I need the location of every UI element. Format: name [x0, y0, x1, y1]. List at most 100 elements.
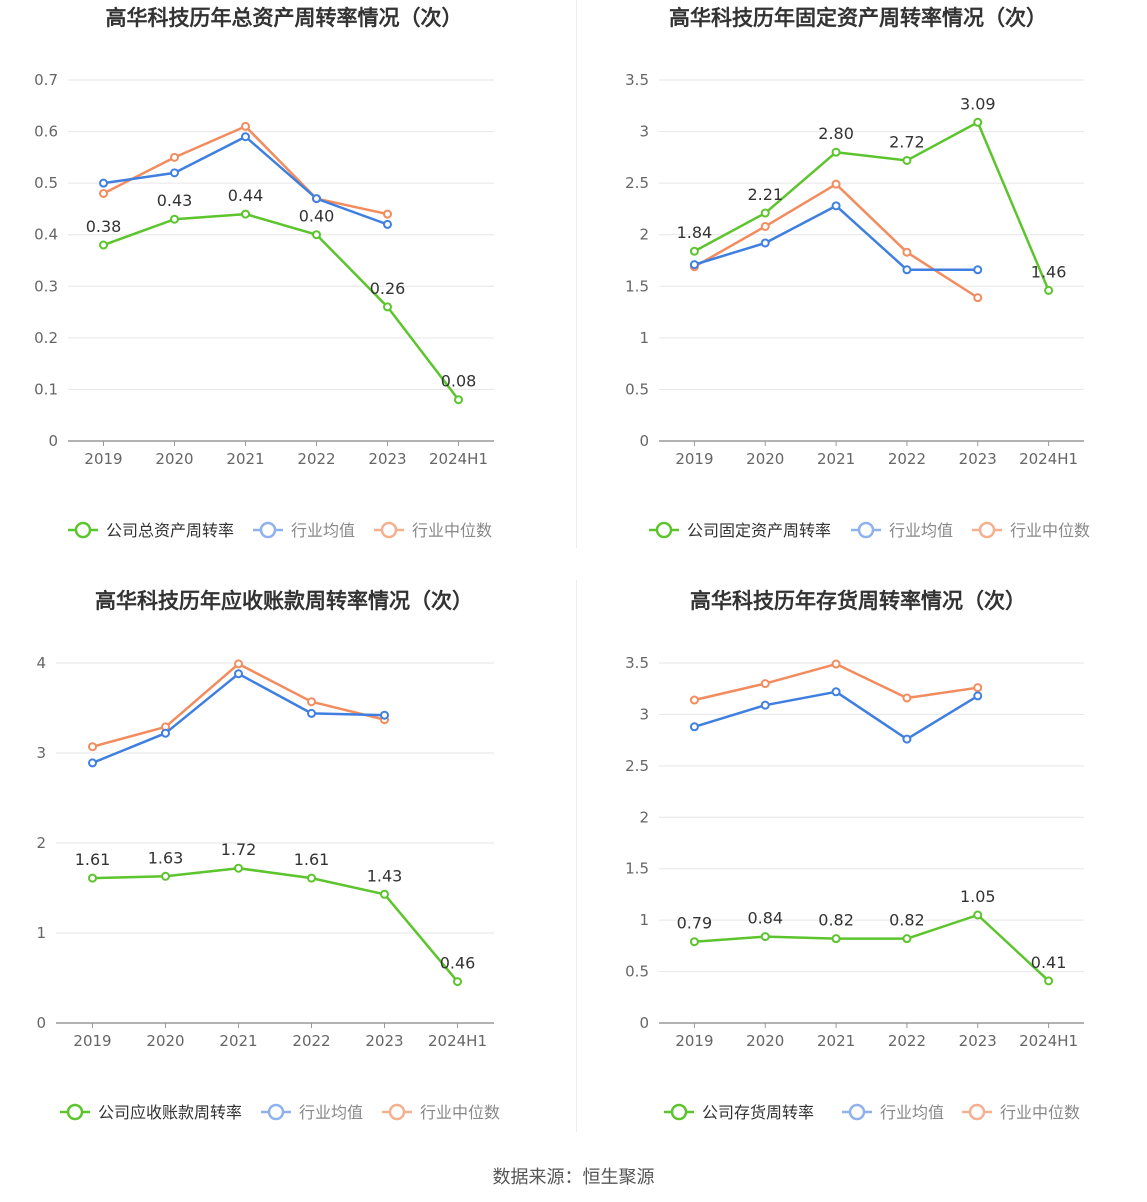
series-line-median [693, 182, 979, 299]
legend-marker [380, 521, 398, 539]
y-tick-label: 2 [639, 226, 649, 244]
data-point-company [973, 117, 983, 127]
y-tick-label: 0 [639, 432, 649, 450]
chart-svg: 高华科技历年应收账款周转率情况（次） 0 1 2 3 4 2019 2020 2021 2022 2… [36, 589, 500, 1122]
data-label: 0.44 [228, 186, 264, 205]
data-point-avg [312, 194, 321, 204]
y-tick-label: 0.7 [34, 71, 58, 89]
chart-svg: 高华科技历年总资产周转率情况（次） 0 0.1 0.2 0.3 0.4 0.5 0.6 0.7 2… [34, 6, 494, 540]
y-tick-label: 2 [639, 808, 649, 826]
chart-panel-fixed-asset-turnover: 高华科技历年固定资产周转率情况（次） 0 0.5 1 1.5 2 2.5 3 3.5 2019 20… [577, 0, 1147, 560]
y-tick-label: 0.3 [34, 277, 58, 295]
x-tick-label: 2020 [746, 1032, 784, 1050]
data-label: 0.79 [677, 914, 713, 933]
x-tick-label: 2024H1 [429, 450, 488, 468]
legend-item-median: 行业中位数 [374, 521, 492, 540]
y-tick-label: 0 [48, 432, 58, 450]
x-tick-label: 2024H1 [428, 1032, 487, 1050]
y-tick-label: 3 [639, 123, 649, 141]
data-point-avg [88, 758, 97, 768]
legend-marker [259, 521, 277, 539]
data-point-median [99, 188, 108, 198]
data-point-median [760, 221, 770, 231]
y-tick-label: 2.5 [625, 174, 649, 192]
data-point-avg [831, 201, 841, 211]
legend-item-company: 公司应收账款周转率 [60, 1103, 242, 1122]
legend-label: 公司固定资产周转率 [687, 521, 831, 540]
data-point-company [383, 302, 392, 312]
data-source-note: 数据来源：恒生聚源 [492, 1167, 655, 1188]
data-label: 0.46 [440, 954, 476, 973]
chart-panel-receivables-turnover: 高华科技历年应收账款周转率情况（次） 0 1 2 3 4 2019 2020 2021 2022 2… [0, 582, 576, 1142]
data-label: 0.82 [818, 911, 854, 930]
legend-item-avg: 行业均值 [261, 1103, 363, 1122]
data-point-median [170, 152, 179, 162]
data-point-avg [307, 708, 316, 718]
chart-title: 高华科技历年存货周转率情况（次） [690, 589, 1026, 613]
data-label: 1.46 [1031, 262, 1067, 281]
legend-label: 行业中位数 [1000, 1103, 1080, 1122]
data-point-company [1044, 285, 1054, 295]
data-point-company [454, 395, 463, 405]
data-point-median [234, 659, 243, 669]
data-point-company [170, 214, 179, 224]
legend-item-company: 公司存货周转率 [664, 1103, 814, 1122]
data-point-company [760, 932, 770, 942]
legend-marker [857, 521, 875, 539]
data-point-company [1044, 976, 1054, 986]
legend-label: 行业均值 [299, 1103, 363, 1122]
data-point-avg [760, 238, 770, 248]
x-tick-label: 2022 [292, 1032, 330, 1050]
chart-title: 高华科技历年总资产周转率情况（次） [106, 6, 463, 30]
x-tick-label: 2023 [365, 1032, 403, 1050]
data-label: 2.72 [889, 132, 925, 151]
legend-item-median: 行业中位数 [962, 1103, 1080, 1122]
y-tick-label: 0.6 [34, 123, 58, 141]
legend-label: 公司总资产周转率 [106, 521, 234, 540]
data-point-avg [383, 219, 392, 229]
y-tick-label: 4 [36, 654, 46, 672]
legend-label: 公司存货周转率 [702, 1103, 814, 1122]
y-tick-label: 0.1 [34, 380, 58, 398]
data-label: 0.84 [747, 909, 783, 928]
x-tick-label: 2023 [959, 450, 997, 468]
x-tick-label: 2020 [746, 450, 784, 468]
data-label: 3.09 [960, 94, 996, 113]
data-point-company [902, 155, 912, 165]
data-point-company [453, 977, 462, 987]
data-point-median [973, 293, 983, 303]
data-point-company [689, 937, 699, 947]
y-tick-label: 3.5 [625, 654, 649, 672]
x-tick-label: 2019 [675, 450, 713, 468]
data-point-median [831, 179, 841, 189]
x-tick-label: 2023 [368, 450, 406, 468]
legend-marker [267, 1103, 285, 1121]
data-point-company [760, 208, 770, 218]
y-tick-label: 0.5 [625, 963, 649, 981]
x-tick-label: 2021 [226, 450, 264, 468]
x-tick-label: 2019 [73, 1032, 111, 1050]
series-line-company [694, 913, 1050, 982]
y-tick-label: 1 [36, 924, 46, 942]
data-point-avg [689, 260, 699, 270]
data-label: 0.38 [86, 217, 122, 236]
data-point-median [383, 209, 392, 219]
data-point-avg [760, 700, 770, 710]
chart-svg: 高华科技历年固定资产周转率情况（次） 0 0.5 1 1.5 2 2.5 3 3.5 2019 20… [625, 6, 1090, 540]
data-point-median [831, 659, 841, 669]
data-label: 2.80 [818, 124, 854, 143]
chart-svg: 高华科技历年存货周转率情况（次） 0 0.5 1 1.5 2 2.5 3 3.5 2019 2020… [625, 589, 1084, 1122]
data-point-company [307, 873, 316, 883]
data-point-avg [902, 265, 912, 275]
legend-marker [388, 1103, 406, 1121]
data-label: 0.26 [370, 279, 406, 298]
x-tick-label: 2021 [817, 450, 855, 468]
data-point-median [902, 693, 912, 703]
data-point-avg [380, 710, 389, 720]
data-label: 1.05 [960, 887, 996, 906]
data-point-company [831, 934, 841, 944]
data-label: 2.21 [747, 185, 783, 204]
data-point-company [234, 863, 243, 873]
x-tick-label: 2019 [675, 1032, 713, 1050]
series-line-avg [694, 204, 978, 272]
